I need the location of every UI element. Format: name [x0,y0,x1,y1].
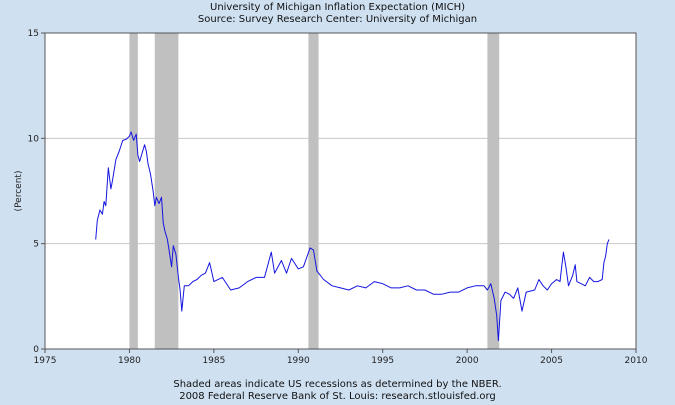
x-tick-label: 1980 [118,356,141,366]
x-tick-label: 1985 [202,356,225,366]
recession-band [487,33,500,349]
y-axis-label: (Percent) [14,171,24,212]
x-tick-label: 1990 [287,356,310,366]
x-tick-label: 1995 [371,356,394,366]
plot-border [44,32,637,350]
footer-credit: 2008 Federal Reserve Bank of St. Louis: … [179,391,496,402]
x-tick-label: 1975 [34,356,57,366]
chart-source: Source: Survey Research Center: Universi… [197,14,478,25]
y-tick-label: 0 [33,345,39,355]
recession-band [308,33,319,349]
y-tick-label: 10 [28,134,40,144]
recession-band [154,33,179,349]
series-line [95,131,610,342]
y-tick-label: 15 [28,29,39,39]
y-tick-label: 5 [33,240,39,250]
chart-title: University of Michigan Inflation Expecta… [210,2,465,13]
x-tick-label: 2005 [540,356,563,366]
footer-note: Shaded areas indicate US recessions as d… [173,379,502,390]
recession-band [129,33,138,349]
x-tick-label: 2000 [456,356,479,366]
plot-area [45,33,636,349]
x-tick-label: 2010 [625,356,648,366]
